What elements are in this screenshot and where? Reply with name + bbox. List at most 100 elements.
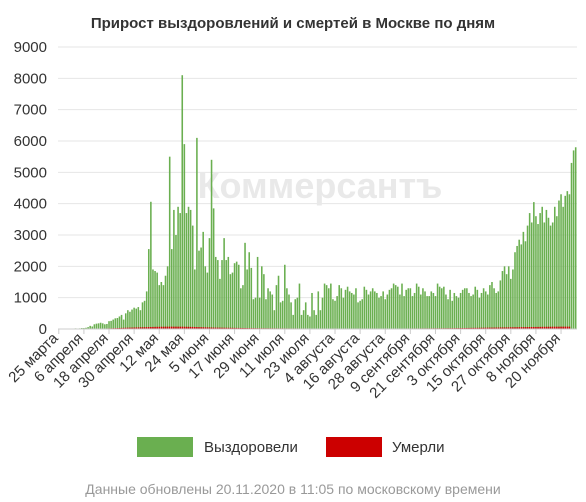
bar-recovered xyxy=(491,282,493,329)
bar-recovered xyxy=(147,249,150,329)
bar-recovered xyxy=(541,206,543,329)
bar-recovered xyxy=(292,314,294,329)
bar-recovered xyxy=(484,291,487,329)
bar-recovered xyxy=(390,288,393,329)
y-tick-label: 5000 xyxy=(14,164,47,181)
bar-recovered xyxy=(394,285,397,329)
bar-recovered xyxy=(392,283,395,329)
bar-recovered xyxy=(189,209,192,329)
bar-deaths xyxy=(235,327,238,329)
bar-recovered xyxy=(95,323,98,329)
bar-recovered xyxy=(457,297,460,329)
bar-recovered xyxy=(258,297,261,329)
bar-recovered xyxy=(281,300,284,329)
bar-recovered xyxy=(164,275,167,329)
bar-recovered xyxy=(137,307,140,329)
bar-deaths xyxy=(551,326,554,329)
bar-deaths xyxy=(135,327,137,329)
bar-recovered xyxy=(461,289,464,329)
bar-recovered xyxy=(493,288,495,329)
bar-recovered xyxy=(357,302,359,329)
bar-deaths xyxy=(152,326,154,329)
bar-recovered xyxy=(424,291,426,329)
bar-recovered xyxy=(342,297,345,329)
bar-deaths xyxy=(566,326,569,329)
bar-deaths xyxy=(181,326,184,329)
bar-recovered xyxy=(286,288,288,329)
bar-deaths xyxy=(240,327,242,329)
bar-recovered xyxy=(440,288,443,329)
bar-deaths xyxy=(237,327,240,329)
bar-deaths xyxy=(478,327,481,329)
bar-recovered xyxy=(449,289,451,329)
bar-recovered xyxy=(382,291,384,329)
bar-recovered xyxy=(426,296,428,329)
bar-recovered xyxy=(166,266,169,329)
bar-deaths xyxy=(183,326,186,329)
bar-recovered xyxy=(112,319,114,329)
bar-recovered xyxy=(562,206,564,329)
bar-recovered xyxy=(309,316,311,329)
bar-deaths xyxy=(484,327,487,329)
bar-recovered xyxy=(514,252,516,329)
bar-recovered xyxy=(528,213,531,329)
bar-recovered xyxy=(321,297,324,329)
bar-deaths xyxy=(137,327,140,329)
bar-recovered xyxy=(85,327,87,329)
bar-recovered xyxy=(518,239,520,329)
bar-recovered xyxy=(304,302,307,329)
bar-deaths xyxy=(507,327,510,329)
bar-recovered xyxy=(204,266,207,329)
bar-recovered xyxy=(154,271,156,329)
bar-recovered xyxy=(526,225,529,329)
bar-recovered xyxy=(430,291,433,329)
bar-deaths xyxy=(562,326,564,329)
bar-recovered xyxy=(520,244,523,329)
bar-recovered xyxy=(434,296,437,329)
bar-deaths xyxy=(487,327,489,329)
bar-recovered xyxy=(348,291,351,329)
bar-recovered xyxy=(131,309,133,329)
bar-recovered xyxy=(566,191,569,329)
bar-recovered xyxy=(319,310,322,329)
bar-recovered xyxy=(156,272,158,329)
bar-recovered xyxy=(275,285,278,329)
bar-recovered xyxy=(225,260,227,329)
bar-recovered xyxy=(313,310,315,329)
bar-deaths xyxy=(493,327,495,329)
bar-recovered xyxy=(353,294,355,329)
bar-recovered xyxy=(296,297,299,329)
bar-deaths xyxy=(528,327,531,329)
bar-deaths xyxy=(476,327,479,329)
update-footer: Данные обновлены 20.11.2020 в 11:05 по м… xyxy=(85,481,501,497)
bar-recovered xyxy=(401,283,403,329)
bar-recovered xyxy=(487,294,489,329)
bar-recovered xyxy=(553,206,556,329)
bar-recovered xyxy=(127,310,129,329)
bar-recovered xyxy=(194,269,196,329)
bar-recovered xyxy=(106,323,108,329)
bar-recovered xyxy=(417,286,420,329)
bar-deaths xyxy=(541,326,543,329)
bar-deaths xyxy=(118,327,121,329)
bar-deaths xyxy=(539,326,541,329)
bar-recovered xyxy=(558,200,560,329)
bar-recovered xyxy=(436,283,439,329)
bar-recovered xyxy=(150,201,152,329)
bar-deaths xyxy=(212,327,215,329)
bar-deaths xyxy=(518,327,520,329)
bar-recovered xyxy=(271,294,274,329)
y-tick-label: 1000 xyxy=(14,290,47,307)
bar-recovered xyxy=(323,283,326,329)
bar-recovered xyxy=(459,292,462,329)
bar-recovered xyxy=(332,299,334,329)
bar-recovered xyxy=(214,256,217,329)
bar-recovered xyxy=(384,299,387,329)
bar-recovered xyxy=(254,297,257,329)
bar-recovered xyxy=(87,327,89,329)
bar-deaths xyxy=(133,327,135,329)
bar-recovered xyxy=(256,256,259,329)
bar-deaths xyxy=(526,327,529,329)
bar-recovered xyxy=(233,263,236,329)
